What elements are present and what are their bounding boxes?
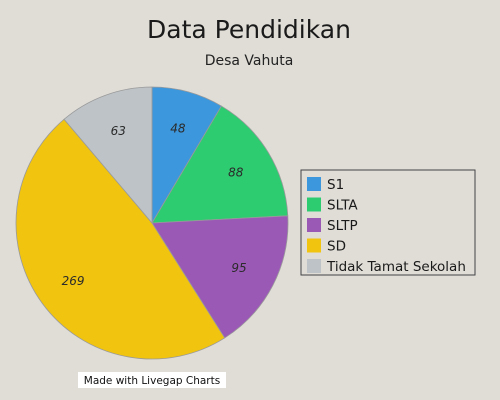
legend-label-slta: SLTA [327, 198, 358, 214]
legend-item-s1[interactable]: S1 [307, 177, 344, 193]
slice-value-label-sltp: 95 [231, 261, 246, 275]
pie-slices [15, 86, 289, 360]
legend-box [300, 169, 476, 276]
chart-title: Data Pendidikan [147, 15, 351, 44]
legend-swatch-tidak-tamat-sekolah [307, 259, 321, 273]
slice-value-label-tidak-tamat-sekolah: 63 [111, 124, 126, 138]
legend-label-sltp: SLTP [327, 218, 358, 234]
legend-item-slta[interactable]: SLTA [307, 197, 358, 214]
legend-items: S1 SLTA SLTP SD Tidak Tamat Sekolah [307, 177, 466, 275]
legend-swatch-s1 [307, 177, 321, 191]
pie-slice-sd[interactable] [15, 118, 226, 360]
legend-item-tidak-tamat-sekolah[interactable]: Tidak Tamat Sekolah [307, 259, 466, 275]
slice-value-label-slta: 88 [228, 165, 244, 179]
slice-value-label-s1: 48 [170, 122, 186, 136]
credit-background [78, 372, 226, 388]
legend-item-sltp[interactable]: SLTP [307, 218, 358, 234]
chart-subtitle: Desa Vahuta [205, 53, 294, 69]
legend: S1 SLTA SLTP SD Tidak Tamat Sekolah [300, 169, 476, 276]
legend-swatch-sd [307, 238, 321, 253]
credit-badge[interactable]: Made with Livegap Charts [78, 372, 226, 388]
pie-slice-slta[interactable] [151, 105, 289, 224]
slice-labels: 48 88 95 269 63 [62, 122, 247, 288]
pie-slice-sltp[interactable] [151, 215, 289, 339]
legend-label-tidak-tamat-sekolah: Tidak Tamat Sekolah [326, 259, 466, 275]
pie-slice-tidak-tamat-sekolah[interactable] [63, 86, 153, 225]
legend-label-s1: S1 [327, 177, 344, 193]
credit-text[interactable]: Made with Livegap Charts [84, 375, 220, 387]
legend-label-sd: SD [327, 239, 346, 255]
legend-swatch-sltp [307, 218, 321, 232]
slice-value-label-sd: 269 [62, 274, 85, 288]
legend-item-sd[interactable]: SD [307, 238, 346, 255]
legend-swatch-slta [307, 197, 321, 212]
